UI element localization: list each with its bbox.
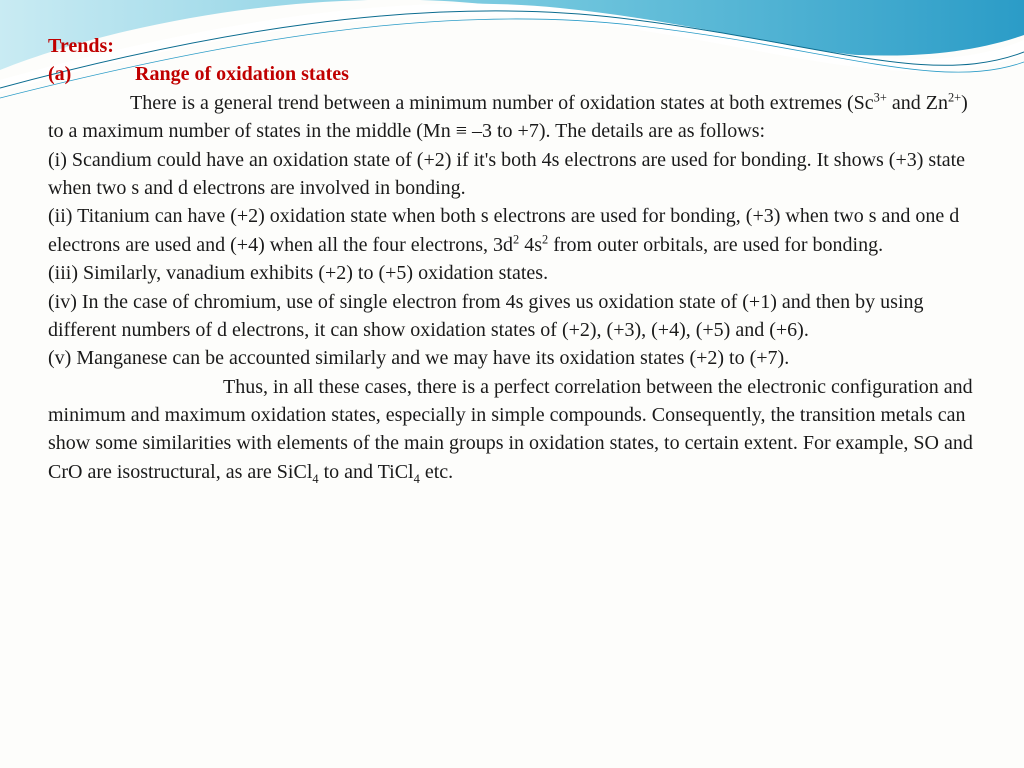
item-ii-text-2: 4s — [519, 234, 542, 256]
heading-trends: Trends: — [48, 35, 114, 57]
section-title: Range of oxidation states — [135, 63, 349, 85]
section-number: (a) — [48, 60, 130, 88]
item-ii: (ii) Titanium can have (+2) oxidation st… — [48, 202, 976, 259]
zn-charge: 2+ — [948, 90, 961, 104]
item-iv: (iv) In the case of chromium, use of sin… — [48, 288, 976, 345]
heading-block: Trends: (a) Range of oxidation states — [48, 32, 976, 89]
sc-charge: 3+ — [874, 90, 887, 104]
item-v: (v) Manganese can be accounted similarly… — [48, 344, 976, 372]
conclusion-paragraph: Thus, in all these cases, there is a per… — [48, 373, 976, 487]
intro-text-1: There is a general trend between a minim… — [130, 92, 874, 114]
conclusion-text-3: etc. — [420, 461, 453, 483]
conclusion-text-1: Thus, in all these cases, there is a per… — [48, 376, 973, 483]
item-iii: (iii) Similarly, vanadium exhibits (+2) … — [48, 259, 976, 287]
slide-content: Trends: (a) Range of oxidation states Th… — [0, 0, 1024, 526]
intro-text-2: and Zn — [887, 92, 948, 114]
conclusion-text-2: to and TiCl — [319, 461, 414, 483]
intro-paragraph: There is a general trend between a minim… — [48, 89, 976, 146]
item-ii-text-3: from outer orbitals, are used for bondin… — [548, 234, 883, 256]
item-i: (i) Scandium could have an oxidation sta… — [48, 146, 976, 203]
